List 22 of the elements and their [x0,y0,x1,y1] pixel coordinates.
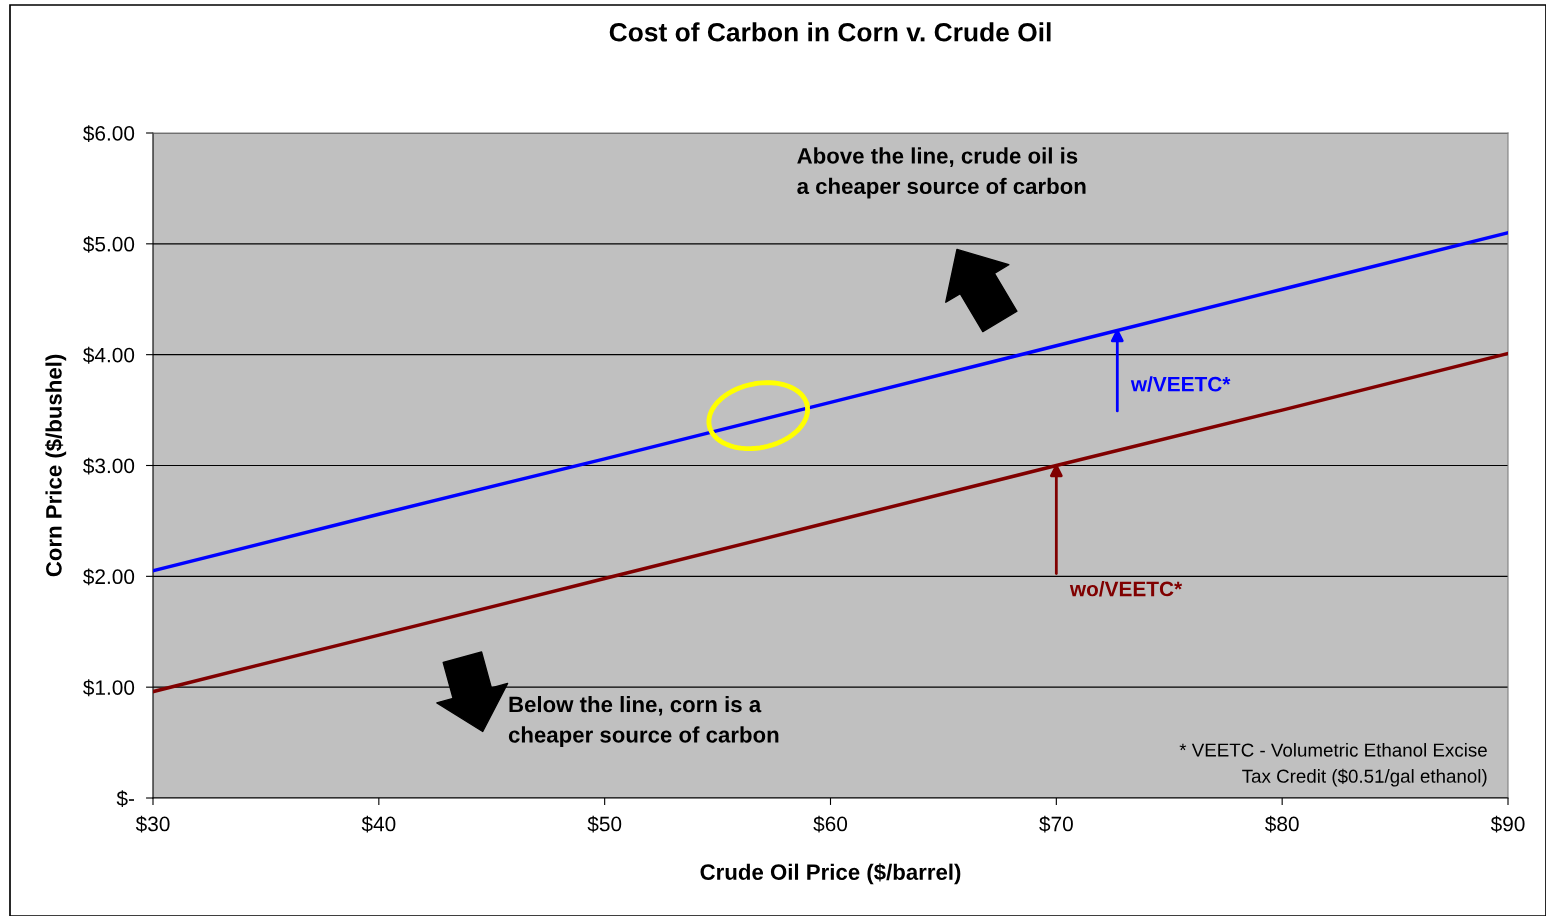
y-tick-label: $3.00 [83,457,135,475]
y-tick-label: $2.00 [83,568,135,586]
x-tick-label: $80 [1265,815,1299,833]
annotation: * VEETC - Volumetric Ethanol Excise Tax Credit ($0.51/gal ethanol) [1179,742,1487,787]
x-tick-label: $90 [1490,815,1525,833]
chart-title: Cost of Carbon in Corn v. Crude Oil [609,22,1051,42]
x-tick-label: $70 [1039,815,1073,833]
y-tick-label: $- [116,790,135,807]
text: wo/VEETC* [1069,581,1183,597]
x-tick-label: $30 [135,815,170,833]
y-tick-label: $4.00 [83,346,135,364]
x-tick-label: $60 [813,815,848,833]
text: w/VEETC* [1130,376,1231,392]
y-axis-title: Corn Price ($/bushel) [45,354,67,577]
x-axis-title: Crude Oil Price ($/barrel) [700,863,961,885]
annotation: Above the line, crude oil is a cheaper source of carbon [797,147,1086,199]
y-tick-label: $6.00 [83,125,135,142]
x-tick-label: $40 [361,815,396,833]
y-tick-label: $5.00 [83,235,135,253]
annotation: Below the line, corn is a cheaper source of carbon [508,695,779,748]
y-tick-label: $1.00 [83,679,135,697]
x-tick-label: $50 [587,815,622,833]
